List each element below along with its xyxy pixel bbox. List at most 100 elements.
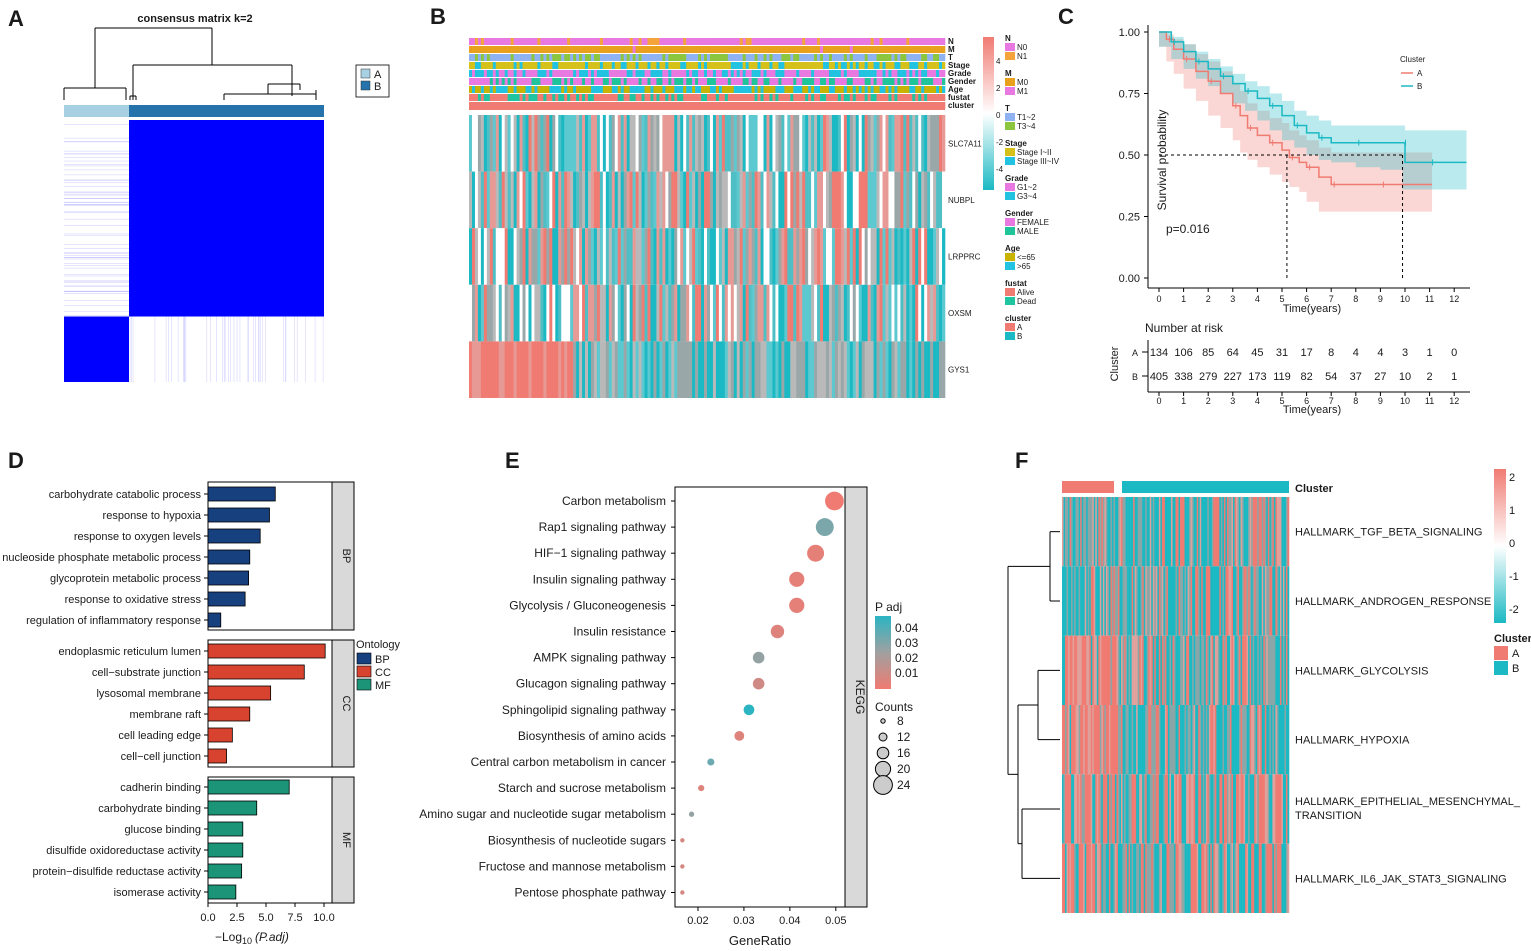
annotation-cell — [582, 62, 586, 69]
heatmap-cell — [808, 171, 812, 229]
annotation-cell — [882, 86, 886, 93]
heatmap-cell — [469, 115, 473, 172]
annotation-cell — [701, 38, 705, 45]
annotation-cell — [814, 78, 818, 85]
heatmap-cell — [1108, 497, 1111, 567]
annotation-cell — [769, 38, 773, 45]
category-label: cell leading edge — [118, 730, 201, 742]
annotation-cell — [474, 70, 479, 77]
heatmap-cell — [1249, 566, 1252, 636]
heatmap-cell — [579, 341, 583, 398]
annotation-cell — [870, 70, 874, 77]
annotation-cell — [739, 70, 743, 77]
heatmap-cell — [811, 115, 815, 172]
heatmap-cell — [1267, 705, 1270, 775]
annotation-cell — [760, 94, 764, 101]
annotation-cell — [638, 78, 642, 85]
heatmap-cell — [843, 284, 848, 342]
heatmap-cell — [742, 115, 746, 172]
heatmap-cell — [1170, 843, 1173, 913]
annotation-cell — [510, 70, 514, 77]
facet-strip-bp — [331, 481, 355, 631]
heatmap-cell — [1284, 843, 1287, 913]
heatmap-cell — [1105, 705, 1108, 775]
annotation-cell — [608, 62, 613, 69]
size-legend-label: 20 — [897, 762, 911, 776]
heatmap-cell — [1195, 635, 1197, 705]
dot — [688, 811, 695, 817]
annotation-cell — [855, 94, 860, 101]
heatmap-cell — [1148, 497, 1151, 567]
annotation-cell — [698, 38, 702, 45]
annotation-cell — [709, 62, 714, 69]
panel-f-cluster-bar — [1062, 481, 1289, 493]
heatmap-cell — [870, 228, 874, 285]
risk-value: 54 — [1325, 371, 1337, 383]
heatmap-cell — [1143, 774, 1146, 844]
heatmap-cell — [1157, 566, 1160, 636]
annotation-cell — [724, 62, 729, 69]
annotation-cell — [927, 38, 931, 45]
annotation-cell — [546, 38, 550, 45]
annotation-cell — [870, 38, 874, 45]
annotation-cell — [912, 62, 916, 69]
annotation-cell — [564, 94, 568, 101]
heatmap-cell — [1223, 705, 1226, 775]
annotation-cell — [882, 78, 886, 85]
annotation-cell — [781, 94, 785, 101]
heatmap-cell — [1161, 705, 1164, 775]
heatmap-cell — [805, 284, 809, 342]
heatmap-cell — [665, 284, 669, 342]
heatmap-cell — [909, 115, 913, 172]
annotation-cell — [593, 46, 598, 53]
heatmap-cell — [1154, 635, 1157, 705]
heatmap-cell — [1101, 497, 1104, 567]
term-label: Glucagon signaling pathway — [516, 677, 666, 691]
x-tick-label: 5 — [1279, 294, 1284, 304]
legend-title-stage: Stage — [1005, 139, 1027, 148]
annotation-cell — [671, 38, 675, 45]
heatmap-cell — [513, 115, 517, 172]
annotation-cell — [826, 94, 830, 101]
heatmap-cell — [1199, 705, 1202, 775]
annotation-cell — [873, 46, 877, 53]
heatmap-cell — [811, 171, 815, 229]
annotation-cell — [513, 78, 517, 85]
annotation-cell — [558, 62, 562, 69]
annotation-cell — [894, 46, 898, 53]
heatmap-cell — [1145, 497, 1148, 567]
heatmap-cell — [808, 115, 812, 172]
heatmap-cell — [1069, 843, 1072, 913]
heatmap-cell — [1069, 635, 1072, 705]
heatmap-cell — [921, 171, 925, 229]
heatmap-cell — [1222, 774, 1225, 844]
annotation-cell — [864, 70, 868, 77]
annotation-cell — [861, 70, 865, 77]
heatmap-cell — [686, 171, 690, 229]
annotation-cell — [837, 94, 842, 101]
heatmap-cell — [1284, 774, 1287, 844]
term-label: Pentose phosphate pathway — [515, 886, 666, 900]
heatmap-cell — [748, 341, 752, 398]
heatmap-cell — [1273, 705, 1276, 775]
annotation-cell — [754, 62, 758, 69]
annotation-cell — [897, 94, 901, 101]
heatmap-cell — [1252, 843, 1255, 913]
heatmap-cell — [1121, 705, 1123, 775]
heatmap-cell — [918, 228, 922, 285]
risk-value: 45 — [1251, 347, 1263, 359]
annotation-cell — [802, 46, 806, 53]
heatmap-cell — [585, 228, 589, 285]
heatmap-cell — [1231, 635, 1234, 705]
annotation-cell — [525, 86, 529, 93]
heatmap-cell — [1152, 635, 1155, 705]
annotation-cell — [715, 70, 720, 77]
annotation-cell — [540, 86, 544, 93]
heatmap-cell — [1133, 497, 1135, 567]
heatmap-cell — [680, 115, 684, 172]
heatmap-cell — [924, 341, 928, 398]
annotation-cell — [671, 46, 675, 53]
annotation-cell — [686, 94, 690, 101]
annotation-cell — [489, 38, 494, 45]
annotation-cell — [471, 86, 476, 93]
